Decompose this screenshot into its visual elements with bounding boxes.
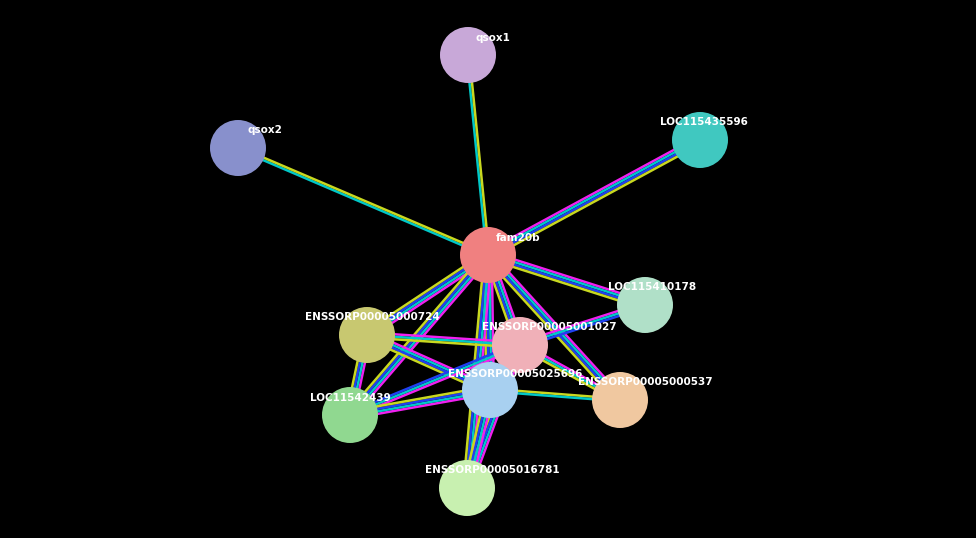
Text: ENSSORP00005001027: ENSSORP00005001027 xyxy=(482,322,617,332)
Circle shape xyxy=(592,372,648,428)
Text: LOC115435596: LOC115435596 xyxy=(660,117,748,127)
Text: ENSSORP00005000724: ENSSORP00005000724 xyxy=(305,312,440,322)
Text: LOC115410178: LOC115410178 xyxy=(608,282,696,292)
Text: ENSSORP00005025696: ENSSORP00005025696 xyxy=(448,369,583,379)
Text: fam20b: fam20b xyxy=(496,233,541,243)
Text: LOC11542439: LOC11542439 xyxy=(310,393,390,403)
Circle shape xyxy=(460,227,516,283)
Circle shape xyxy=(440,27,496,83)
Circle shape xyxy=(439,460,495,516)
Text: ENSSORP00005016781: ENSSORP00005016781 xyxy=(425,465,559,475)
Circle shape xyxy=(210,120,266,176)
Circle shape xyxy=(462,362,518,418)
Text: ENSSORP00005000537: ENSSORP00005000537 xyxy=(578,377,712,387)
Text: qsox2: qsox2 xyxy=(248,125,283,135)
Text: qsox1: qsox1 xyxy=(476,33,510,43)
Circle shape xyxy=(617,277,673,333)
Circle shape xyxy=(322,387,378,443)
Circle shape xyxy=(339,307,395,363)
Circle shape xyxy=(492,317,548,373)
Circle shape xyxy=(672,112,728,168)
